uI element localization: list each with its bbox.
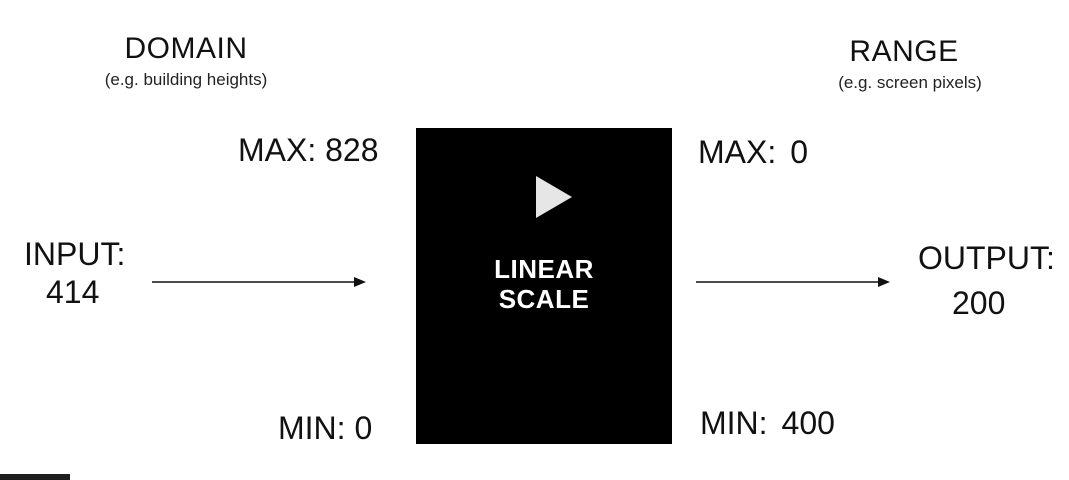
domain-subtitle: (e.g. building heights): [104, 70, 268, 89]
domain-max-label: MAX:: [238, 132, 317, 168]
linear-scale-line1: LINEAR: [494, 254, 594, 284]
domain-title: DOMAIN: [124, 32, 248, 65]
play-icon[interactable]: [534, 176, 574, 218]
range-min-label: MIN:: [700, 405, 768, 441]
domain-min: MIN: 0: [278, 410, 372, 447]
input-arrow: [152, 277, 366, 287]
linear-scale-title: LINEAR SCALE: [416, 254, 672, 314]
domain-min-label: MIN:: [278, 410, 346, 446]
range-max-label: MAX:: [698, 134, 777, 170]
input-value: 414: [46, 274, 100, 310]
range-max-value: 0: [790, 134, 809, 170]
output-value: 200: [952, 285, 1006, 321]
input-label: INPUT:: [24, 236, 126, 272]
range-title: RANGE: [849, 35, 959, 68]
domain-max-value: 828: [325, 132, 379, 168]
domain-max: MAX: 828: [238, 132, 379, 169]
domain-min-value: 0: [354, 410, 373, 446]
range-subtitle: (e.g. screen pixels): [838, 73, 982, 92]
linear-scale-line2: SCALE: [498, 284, 590, 314]
range-max: MAX: 0: [698, 134, 808, 171]
output-label: OUTPUT:: [918, 240, 1055, 276]
range-min-value: 400: [781, 405, 835, 441]
corner-bar: [0, 474, 70, 480]
range-min: MIN: 400: [700, 405, 835, 442]
output-arrow: [696, 277, 890, 287]
